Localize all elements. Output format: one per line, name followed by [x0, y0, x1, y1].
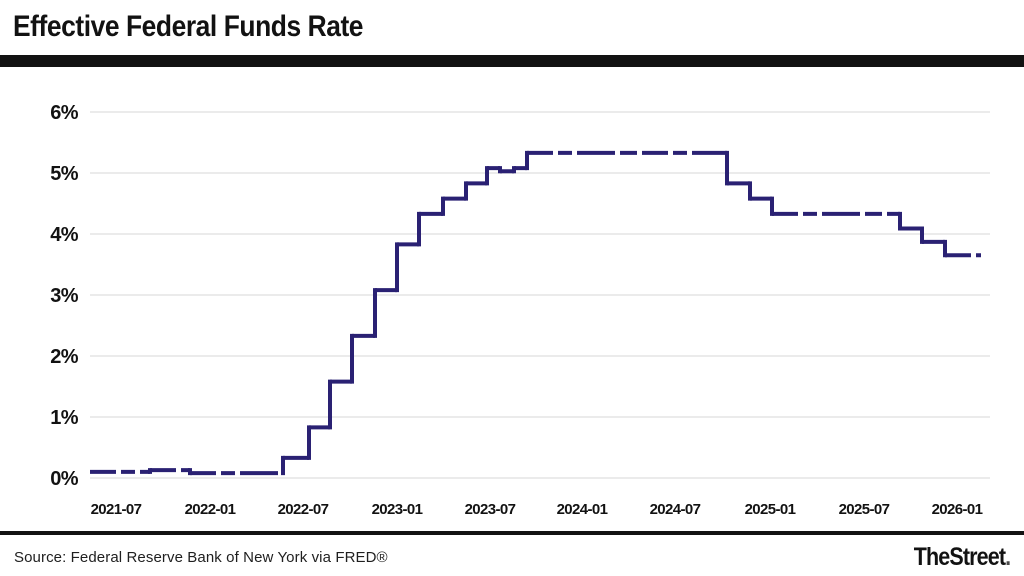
y-tick-label: 5% — [50, 163, 79, 185]
x-tick-label: 2022-01 — [185, 501, 236, 518]
rate-line-plateaus — [90, 150, 981, 476]
y-tick-label: 0% — [50, 468, 79, 490]
y-tick-label: 6% — [50, 102, 79, 124]
x-tick-label: 2026-01 — [932, 501, 983, 518]
x-tick-label: 2023-01 — [372, 501, 423, 518]
brand-logo: TheStreet. — [913, 543, 1010, 572]
x-tick-label: 2025-01 — [745, 501, 796, 518]
y-tick-label: 1% — [50, 407, 79, 429]
y-tick-label: 4% — [50, 224, 79, 246]
x-tick-label: 2022-07 — [278, 501, 329, 518]
x-tick-label: 2024-07 — [650, 501, 701, 518]
footer-divider — [0, 531, 1024, 535]
x-tick-label: 2021-07 — [91, 501, 142, 518]
y-tick-label: 2% — [50, 346, 79, 368]
page-title: Effective Federal Funds Rate — [13, 10, 364, 43]
brand-logo-text: TheStreet — [913, 543, 1005, 571]
x-tick-label: 2023-07 — [465, 501, 516, 518]
y-tick-label: 3% — [50, 285, 79, 307]
x-tick-label: 2024-01 — [557, 501, 608, 518]
brand-logo-period: . — [1004, 543, 1011, 571]
rate-line-steps — [148, 150, 947, 476]
source-attribution: Source: Federal Reserve Bank of New York… — [14, 549, 388, 566]
x-tick-label: 2025-07 — [839, 501, 890, 518]
title-divider — [0, 55, 1024, 67]
